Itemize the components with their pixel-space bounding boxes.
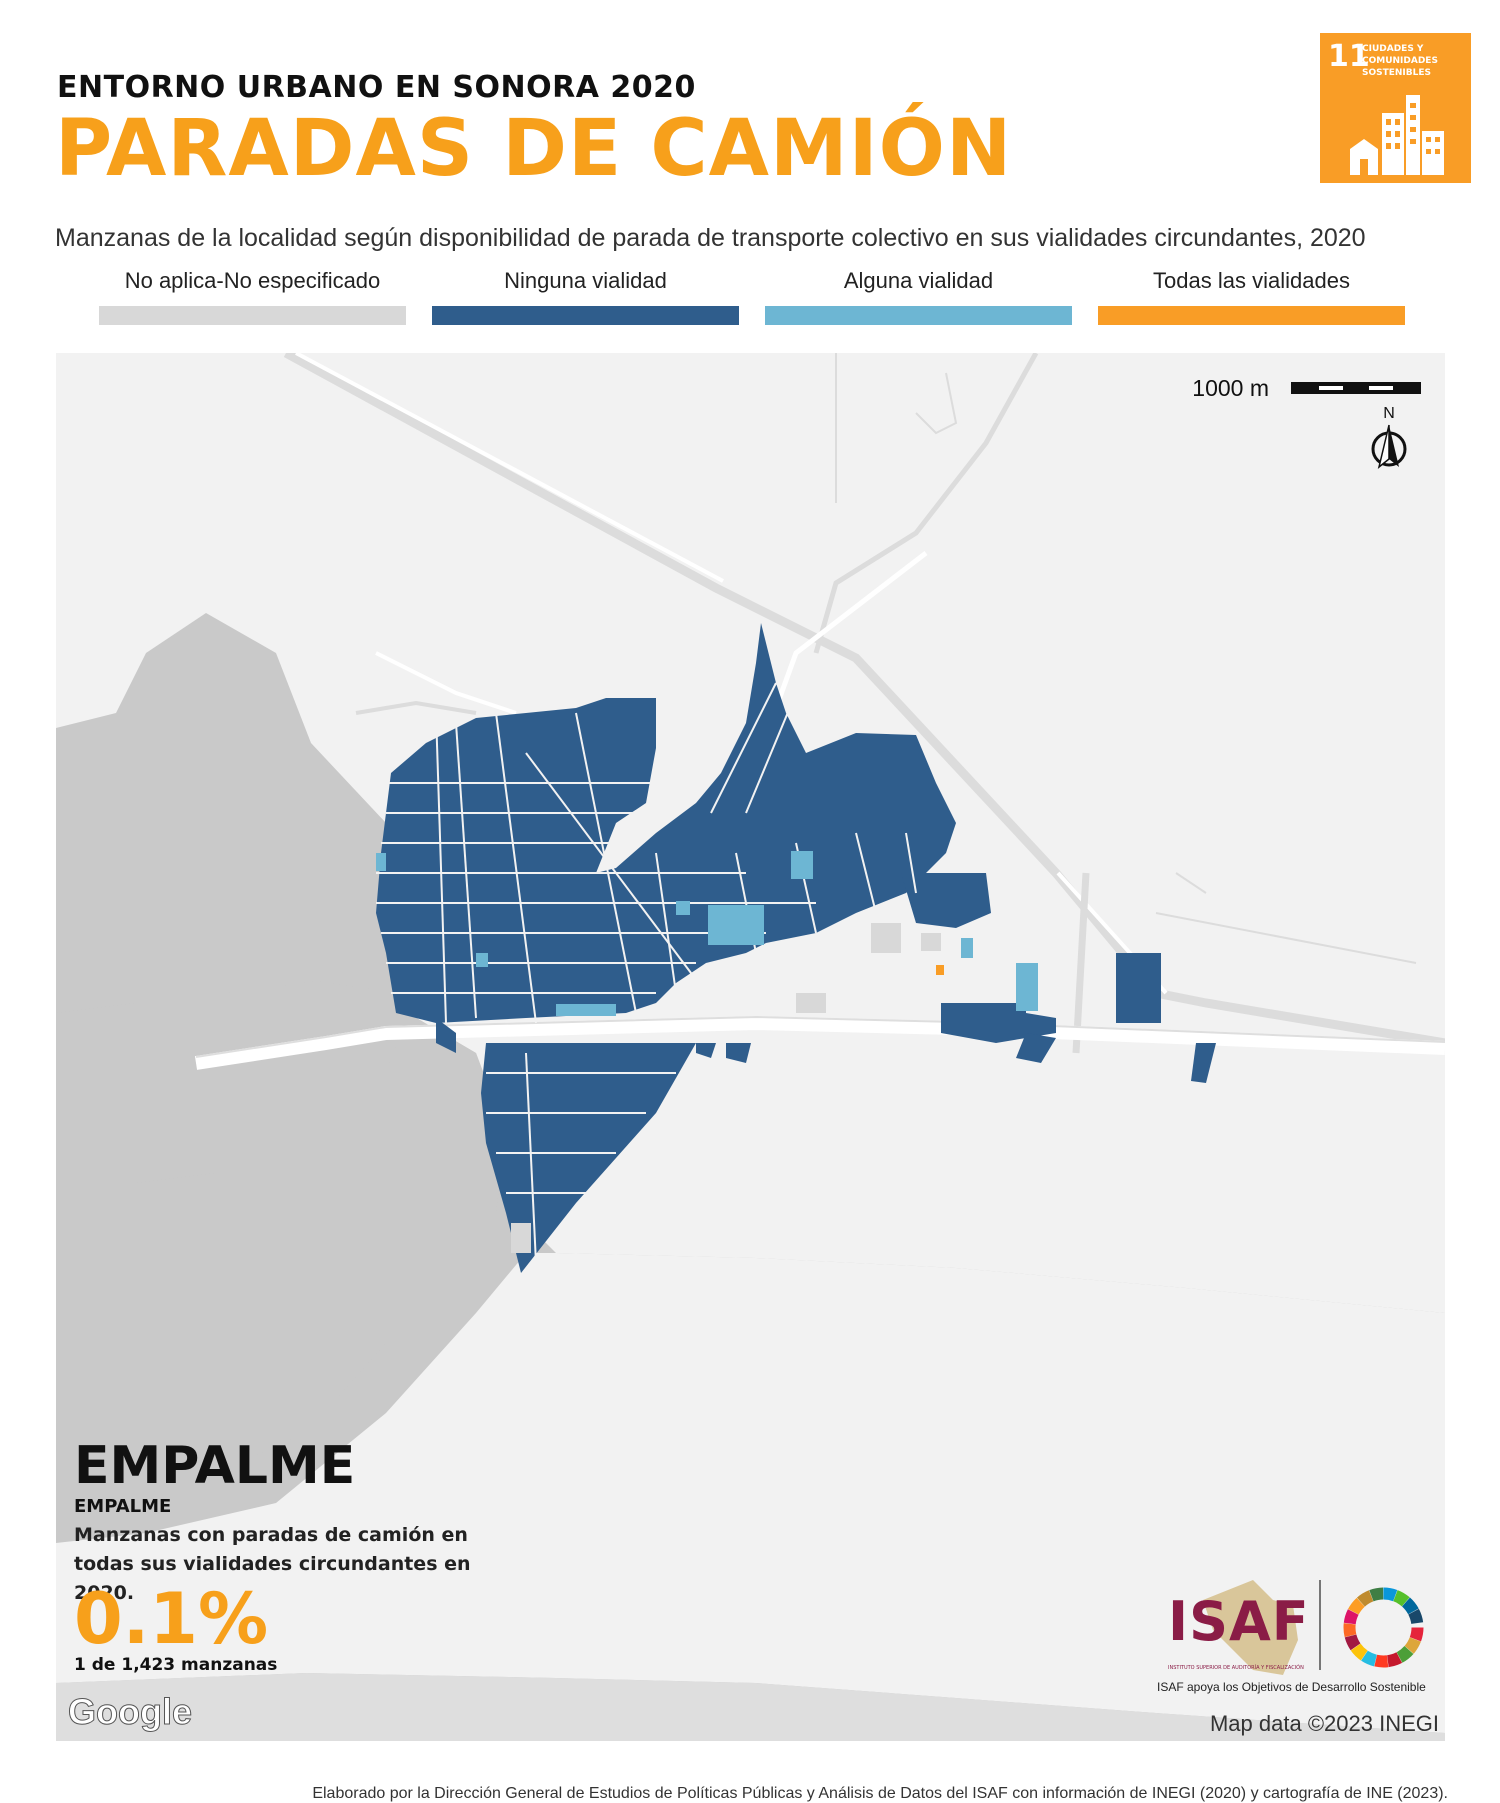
legend-label: Todas las vialidades — [1153, 268, 1350, 293]
coastal-land — [56, 1253, 1445, 1733]
legend-item-ninguna: Ninguna vialidad — [432, 268, 739, 325]
place-subname: EMPALME — [74, 1496, 172, 1517]
map-attribution: Map data ©2023 INEGI — [1209, 1711, 1439, 1736]
legend-swatch — [765, 306, 1072, 325]
city-buildings-icon — [1350, 95, 1444, 175]
subtitle: Manzanas de la localidad según disponibi… — [55, 224, 1366, 252]
kicker-title: ENTORNO URBANO EN SONORA 2020 — [57, 70, 696, 105]
sdg-number: 11 — [1328, 39, 1370, 74]
scale-bar — [1291, 382, 1421, 394]
place-name: EMPALME — [74, 1436, 356, 1496]
bay-water — [56, 981, 408, 1183]
sdg-wheel-icon — [1343, 1587, 1424, 1668]
sdg-text: CIUDADES Y COMUNIDADES SOSTENIBLES — [1362, 44, 1438, 78]
choropleth-map: 1000 m N EMPALME EMPALME Manzanas con pa… — [56, 353, 1445, 1741]
beach-strip — [56, 1673, 1445, 1741]
legend-swatch — [432, 306, 739, 325]
legend-item-todas: Todas las vialidades — [1098, 268, 1405, 325]
isaf-logo-subtext: INSTITUTO SUPERIOR DE AUDITORÍA Y FISCAL… — [1168, 1665, 1304, 1671]
scale-label: 1000 m — [1192, 375, 1269, 401]
map-canvas — [56, 353, 1445, 1741]
roads — [283, 353, 1445, 1054]
legend-item-no-aplica: No aplica-No especificado — [99, 268, 406, 325]
north-arrow-icon — [1371, 424, 1407, 469]
legend-label: Alguna vialidad — [843, 268, 994, 293]
block-gridlines — [376, 682, 917, 1264]
page-title: PARADAS DE CAMIÓN — [55, 104, 1013, 194]
sdg-11-badge: 11 CIUDADES Y COMUNIDADES SOSTENIBLES — [1320, 33, 1471, 183]
stat-value: 0.1% — [74, 1578, 269, 1660]
legend-label: Ninguna vialidad — [504, 268, 667, 293]
footer-credit: Elaborado por la Dirección General de Es… — [312, 1785, 1448, 1802]
legend-label: No aplica-No especificado — [124, 268, 381, 293]
north-label: N — [1383, 405, 1395, 422]
stat-count: 1 de 1,423 manzanas — [74, 1655, 278, 1675]
blocks-alguna-vialidad — [376, 851, 1038, 1016]
stat-description: Manzanas con paradas de camión en todas … — [74, 1524, 471, 1604]
sonora-map-icon — [1203, 1580, 1298, 1675]
blocks-no-aplica — [511, 923, 941, 1253]
north-arrow: N — [1369, 405, 1409, 473]
legend-item-alguna: Alguna vialidad — [765, 268, 1072, 325]
land-patch — [56, 1013, 506, 1513]
isaf-logo: ISAF — [1168, 1590, 1310, 1653]
google-logo: Google — [68, 1691, 193, 1733]
divider — [1319, 1580, 1321, 1670]
legend-swatch — [99, 306, 406, 325]
block-todas-vialidades — [936, 965, 944, 975]
legend-swatch — [1098, 306, 1405, 325]
isaf-logo-block: ISAF INSTITUTO SUPERIOR DE AUDITORÍA Y F… — [1153, 1580, 1433, 1680]
blocks-ninguna-vialidad — [376, 623, 1216, 1273]
isaf-caption: ISAF apoya los Objetivos de Desarrollo S… — [1157, 1680, 1426, 1694]
